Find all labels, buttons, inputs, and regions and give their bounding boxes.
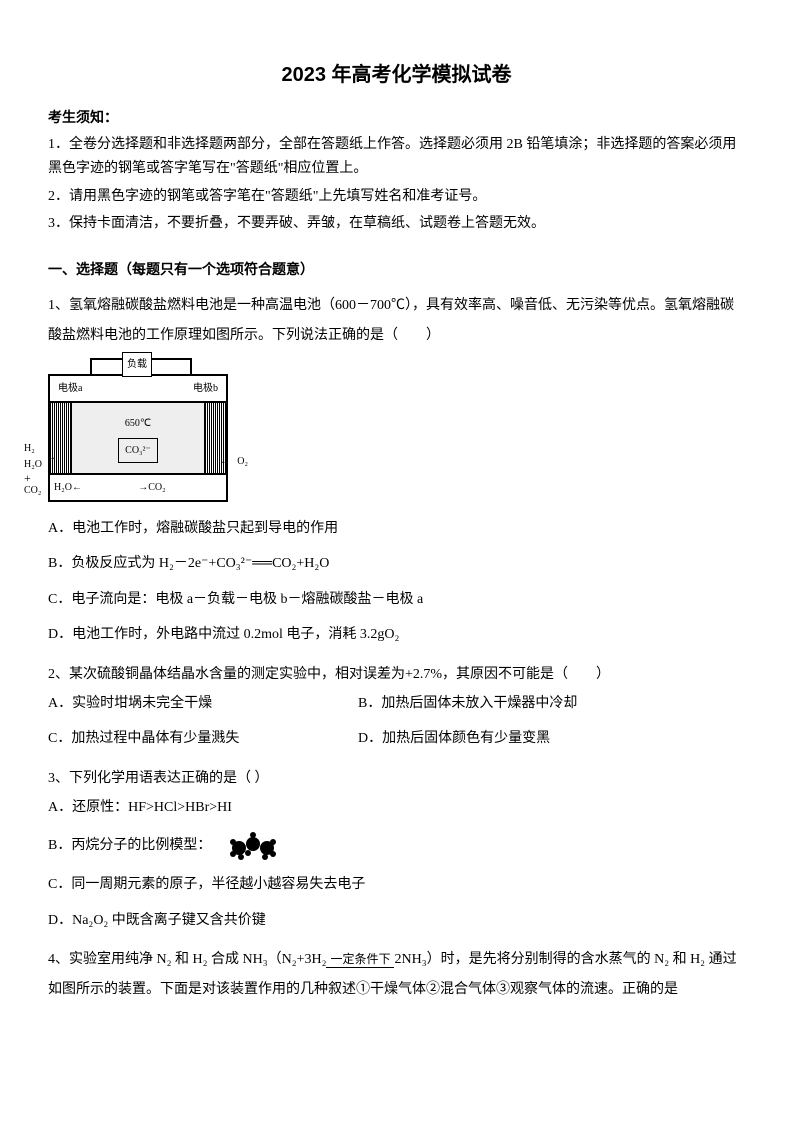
question-3: 3、下列化学用语表达正确的是（ ） A．还原性：HF>HCl>HBr>HI B．…: [48, 764, 745, 936]
electrode-a-label: 电极a: [58, 378, 82, 399]
q2-option-c: C．加热过程中晶体有少量溅失: [48, 724, 358, 753]
electrode-b-label: 电极b: [193, 378, 218, 399]
section-1-header: 一、选择题（每题只有一个选项符合题意）: [48, 260, 745, 281]
page-title: 2023 年高考化学模拟试卷: [48, 60, 745, 90]
arrow-in-icon: →: [46, 447, 56, 468]
instructions-label: 考生须知：: [48, 108, 745, 129]
q4-text-prefix: 4、实验室用纯净 N₂ 和 H₂ 合成 NH₃（N₂+3H₂: [48, 952, 326, 967]
q2-option-d: D．加热后固体颜色有少量变黑: [358, 724, 745, 753]
instruction-line-2: 2．请用黑色字迹的钢笔或答字笔在"答题纸"上先填写姓名和准考证号。: [48, 185, 745, 209]
h2o-label: H₂O: [24, 459, 42, 471]
question-3-text: 3、下列化学用语表达正确的是（ ）: [48, 764, 745, 793]
electrolyte-region: 650℃ CO₃²⁻: [71, 403, 205, 473]
carbonate-ion-label: CO₃²⁻: [118, 438, 158, 463]
reaction-condition-label: 一定条件下: [326, 952, 394, 967]
q3-option-c: C．同一周期元素的原子，半径越小越容易失去电子: [48, 870, 745, 899]
h2o-bottom-label: H₂O: [54, 477, 72, 498]
question-2-text: 2、某次硫酸铜晶体结晶水含量的测定实验中，相对误差为+2.7%，其原因不可能是（…: [48, 660, 745, 689]
arrow-in-right-icon: ←: [220, 451, 230, 472]
q3-option-d: D．Na₂O₂ 中既含离子键又含共价键: [48, 906, 745, 935]
question-4: 4、实验室用纯净 N₂ 和 H₂ 合成 NH₃（N₂+3H₂一定条件下2NH₃）…: [48, 945, 745, 1004]
co2-bottom-label: CO₂: [148, 482, 165, 493]
q1-option-d: D．电池工作时，外电路中流过 0.2mol 电子，消耗 3.2gO₂: [48, 620, 745, 649]
q2-option-b: B．加热后固体未放入干燥器中冷却: [358, 689, 745, 718]
q3-option-a: A．还原性：HF>HCl>HBr>HI: [48, 793, 745, 822]
q1-option-c: C．电子流向是：电极 a－负载－电极 b－熔融碳酸盐－电极 a: [48, 585, 745, 614]
q1-option-a: A．电池工作时，熔融碳酸盐只起到导电的作用: [48, 514, 745, 543]
q3-option-b: B．丙烷分子的比例模型：: [48, 828, 745, 864]
q2-option-a: A．实验时坩埚未完全干燥: [48, 689, 358, 718]
question-2: 2、某次硫酸铜晶体结晶水含量的测定实验中，相对误差为+2.7%，其原因不可能是（…: [48, 660, 745, 754]
diagram-left-labels: H₂ H₂O + CO₂: [24, 443, 42, 497]
question-1: 1、氢氧熔融碳酸盐燃料电池是一种高温电池（600－700℃），具有效率高、噪音低…: [48, 291, 745, 649]
q3-option-b-text: B．丙烷分子的比例模型：: [48, 839, 211, 854]
fuel-cell-diagram: 负载 电极a 电极b H₂ H₂O + CO₂ → 650℃ CO₃²⁻: [48, 374, 745, 502]
question-1-text: 1、氢氧熔融碳酸盐燃料电池是一种高温电池（600－700℃），具有效率高、噪音低…: [48, 291, 745, 350]
instruction-line-3: 3．保持卡面清洁，不要折叠，不要弄破、弄皱，在草稿纸、试题卷上答题无效。: [48, 212, 745, 236]
instruction-line-1: 1．全卷分选择题和非选择题两部分，全部在答题纸上作答。选择题必须用 2B 铅笔填…: [48, 133, 745, 181]
temp-label: 650℃: [125, 413, 151, 434]
q1-option-b: B．负极反应式为 H₂－2e⁻+CO₃²⁻══CO₂+H₂O: [48, 549, 745, 578]
co2-label: CO₂: [24, 485, 42, 497]
h2-in-label: H₂: [24, 443, 42, 455]
instructions-block: 考生须知： 1．全卷分选择题和非选择题两部分，全部在答题纸上作答。选择题必须用 …: [48, 108, 745, 236]
propane-molecule-icon: [223, 828, 283, 864]
diagram-load-label: 负载: [122, 352, 152, 377]
o2-in-label: O₂: [237, 451, 248, 472]
